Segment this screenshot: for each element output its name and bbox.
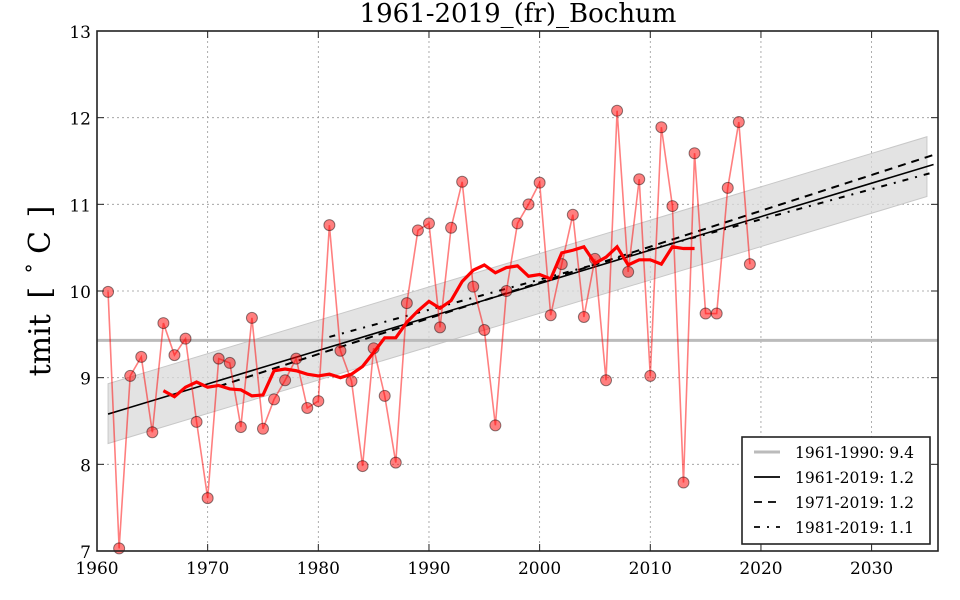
data-point xyxy=(644,369,657,382)
data-point xyxy=(544,309,557,322)
data-point xyxy=(445,221,458,234)
x-tick-label: 2020 xyxy=(739,559,782,579)
y-tick-label: 10 xyxy=(69,283,91,303)
x-tick-label: 2010 xyxy=(629,559,672,579)
x-tick-label: 1990 xyxy=(407,559,450,579)
data-point xyxy=(378,389,391,402)
y-label-main: tmit xyxy=(23,314,58,376)
rolling-mean-line xyxy=(162,244,695,399)
data-point xyxy=(456,175,469,188)
data-point xyxy=(633,173,646,186)
data-point xyxy=(201,492,214,505)
data-point xyxy=(135,350,148,363)
y-label-degree: ° xyxy=(21,263,45,273)
data-point xyxy=(223,356,236,369)
data-point xyxy=(533,176,546,189)
y-tick-label: 7 xyxy=(80,543,91,563)
data-point xyxy=(411,224,424,237)
data-point xyxy=(345,375,358,388)
data-point xyxy=(666,200,679,213)
data-point xyxy=(622,265,635,278)
data-point xyxy=(710,307,723,320)
data-point xyxy=(688,147,701,160)
data-point xyxy=(500,285,513,297)
legend-label: 1961-1990: 9.4 xyxy=(795,444,914,462)
data-point xyxy=(522,198,535,211)
data-point xyxy=(478,324,491,336)
data-point xyxy=(168,349,181,362)
data-point xyxy=(721,181,734,194)
y-label-open: [ xyxy=(23,287,58,299)
x-tick-label: 2030 xyxy=(850,559,893,579)
y-axis-label-text: tmit [ ° C ] xyxy=(13,206,58,377)
data-point xyxy=(489,419,502,432)
data-point xyxy=(245,311,258,324)
x-tick-label: 1960 xyxy=(75,559,118,579)
data-point xyxy=(234,421,247,434)
data-point xyxy=(611,104,624,117)
rolling-mean-series xyxy=(162,244,695,399)
y-tick-label: 8 xyxy=(80,456,91,476)
data-point xyxy=(256,422,269,435)
data-point xyxy=(312,395,325,408)
data-point xyxy=(179,332,192,345)
data-point xyxy=(566,208,579,221)
data-point xyxy=(389,456,402,469)
legend-label: 1981-2019: 1.1 xyxy=(795,519,914,537)
data-point xyxy=(301,402,314,414)
data-point xyxy=(268,393,281,406)
data-point xyxy=(655,121,668,134)
data-point xyxy=(212,352,225,365)
legend-box xyxy=(741,436,931,545)
data-point xyxy=(577,311,590,323)
x-tick-label: 1980 xyxy=(297,559,340,579)
data-point xyxy=(102,285,115,298)
data-point xyxy=(190,415,203,428)
y-tick-label: 13 xyxy=(69,23,91,43)
legend-label: 1971-2019: 1.2 xyxy=(795,494,914,512)
y-label-close: ] xyxy=(23,206,58,218)
chart-title: 1961-2019_(fr)_Bochum xyxy=(360,0,677,29)
data-point xyxy=(467,280,480,293)
data-point xyxy=(699,307,712,320)
data-point xyxy=(677,476,690,489)
data-point xyxy=(146,426,159,439)
legend-label: 1961-2019: 1.2 xyxy=(795,469,914,487)
data-point xyxy=(323,219,336,232)
trend-line-dotted xyxy=(329,171,934,338)
data-point xyxy=(124,369,137,382)
data-point xyxy=(743,258,756,271)
y-tick-label: 12 xyxy=(69,110,91,130)
data-point xyxy=(356,460,369,473)
y-tick-label: 9 xyxy=(80,370,91,390)
x-tick-label: 2000 xyxy=(518,559,561,579)
data-point xyxy=(334,344,347,357)
data-point xyxy=(113,542,126,555)
data-point xyxy=(511,217,524,230)
x-ticks: 1960 1970 1980 1990 2000 2010 2020 2030 xyxy=(75,31,893,579)
y-tick-label: 11 xyxy=(69,196,91,216)
data-point xyxy=(422,217,435,230)
data-point xyxy=(600,374,613,387)
data-point xyxy=(400,297,413,310)
x-tick-label: 1970 xyxy=(186,559,229,579)
y-axis-label: tmit [ ° C ] xyxy=(13,206,58,377)
data-point xyxy=(290,352,303,365)
data-point xyxy=(157,317,170,330)
data-point xyxy=(434,321,447,334)
data-point xyxy=(732,116,745,128)
data-point xyxy=(279,374,292,387)
legend: 1961-1990: 9.4 1961-2019: 1.2 1971-2019: 1… xyxy=(741,436,931,545)
y-ticks: 7 8 9 10 11 12 13 xyxy=(69,23,938,563)
y-label-unit: C xyxy=(23,231,58,254)
